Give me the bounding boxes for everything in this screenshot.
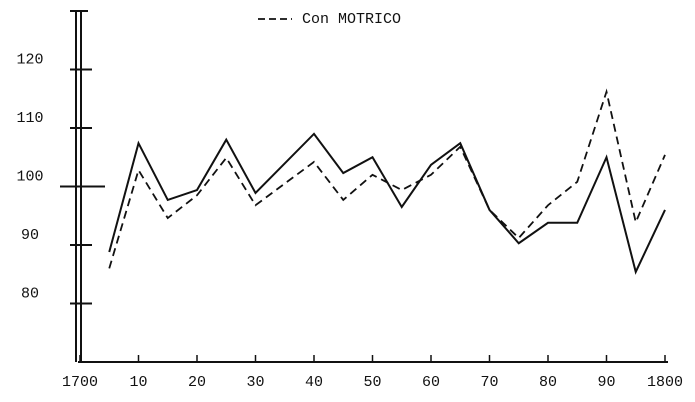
series-line [108, 132, 666, 275]
y-tick-label: 80 [21, 285, 39, 302]
x-tick-label: 40 [305, 374, 323, 391]
x-tick-label: 70 [480, 374, 498, 391]
x-tick-label: 20 [188, 374, 206, 391]
legend-label: Con MOTRICO [302, 11, 401, 28]
y-tick-label: 110 [16, 110, 43, 127]
x-tick-label: 80 [539, 374, 557, 391]
x-tick-label: 30 [246, 374, 264, 391]
x-tick-label: 1800 [647, 374, 683, 391]
series-line [108, 88, 666, 269]
y-tick-label: 90 [21, 227, 39, 244]
x-tick-label: 10 [129, 374, 147, 391]
y-tick-label: 120 [16, 51, 43, 68]
x-tick-label: 50 [363, 374, 381, 391]
x-tick-label: 90 [597, 374, 615, 391]
x-tick-label: 1700 [62, 374, 98, 391]
x-tick-label: 60 [422, 374, 440, 391]
y-tick-label: 100 [16, 168, 43, 185]
